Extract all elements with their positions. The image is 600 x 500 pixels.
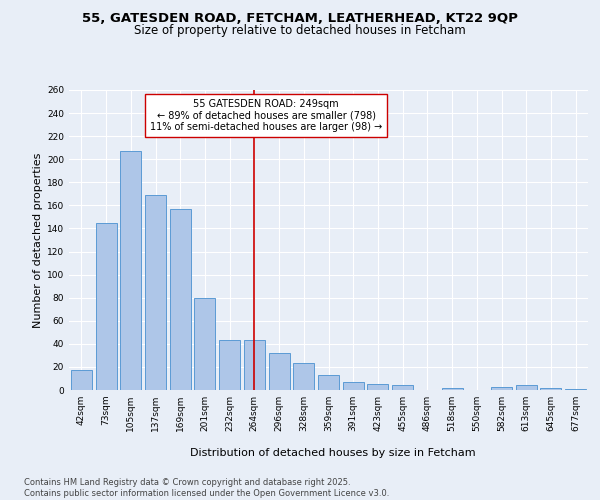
Bar <box>219 340 240 390</box>
Bar <box>244 340 265 390</box>
Bar <box>95 222 116 390</box>
Text: Size of property relative to detached houses in Fetcham: Size of property relative to detached ho… <box>134 24 466 37</box>
Bar <box>491 386 512 390</box>
Text: Distribution of detached houses by size in Fetcham: Distribution of detached houses by size … <box>190 448 476 458</box>
Bar <box>170 209 191 390</box>
Bar <box>442 388 463 390</box>
Bar <box>71 370 92 390</box>
Bar <box>541 388 562 390</box>
Text: Contains HM Land Registry data © Crown copyright and database right 2025.
Contai: Contains HM Land Registry data © Crown c… <box>24 478 389 498</box>
Bar <box>269 353 290 390</box>
Bar <box>318 375 339 390</box>
Bar <box>516 386 537 390</box>
Y-axis label: Number of detached properties: Number of detached properties <box>33 152 43 328</box>
Bar <box>293 364 314 390</box>
Bar <box>565 389 586 390</box>
Bar <box>392 386 413 390</box>
Text: 55 GATESDEN ROAD: 249sqm
← 89% of detached houses are smaller (798)
11% of semi-: 55 GATESDEN ROAD: 249sqm ← 89% of detach… <box>150 99 382 132</box>
Bar <box>194 298 215 390</box>
Bar <box>145 195 166 390</box>
Bar <box>367 384 388 390</box>
Text: 55, GATESDEN ROAD, FETCHAM, LEATHERHEAD, KT22 9QP: 55, GATESDEN ROAD, FETCHAM, LEATHERHEAD,… <box>82 12 518 26</box>
Bar <box>343 382 364 390</box>
Bar <box>120 151 141 390</box>
